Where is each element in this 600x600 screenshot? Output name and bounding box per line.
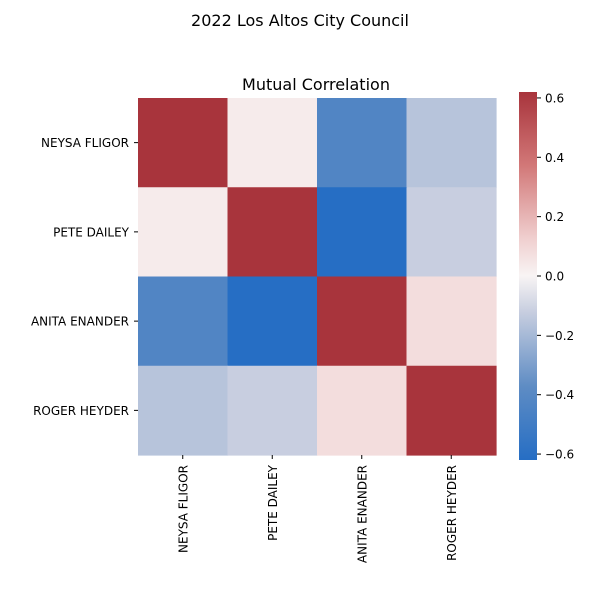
heatmap-cell bbox=[406, 276, 497, 367]
column-label: PETE DAILEY bbox=[266, 464, 280, 541]
heatmap-cell bbox=[138, 276, 229, 367]
colorbar-tick-label: −0.4 bbox=[545, 388, 574, 402]
heatmap-cell bbox=[317, 365, 408, 456]
colorbar-tick-label: 0.0 bbox=[545, 270, 564, 284]
row-label: ANITA ENANDER bbox=[31, 315, 129, 329]
heatmap-cell bbox=[138, 98, 229, 188]
column-label: ANITA ENANDER bbox=[355, 465, 369, 563]
figure-title: 2022 Los Altos City Council bbox=[191, 11, 409, 30]
colorbar-tick-label: −0.2 bbox=[545, 329, 574, 343]
row-label: PETE DAILEY bbox=[53, 225, 130, 239]
colorbar-tick-label: 0.6 bbox=[545, 91, 564, 105]
colorbar-ticks: 0.6 0.4 0.2 0.0 −0.2 −0.4 −0.6 bbox=[537, 91, 574, 462]
heatmap-cell bbox=[138, 365, 229, 456]
heatmap-cell bbox=[406, 187, 497, 278]
heatmap-cell bbox=[317, 187, 408, 278]
heatmap-cell bbox=[227, 98, 318, 188]
heatmap-cells bbox=[138, 98, 497, 456]
chart-title: Mutual Correlation bbox=[242, 75, 390, 94]
heatmap-cell bbox=[317, 98, 408, 188]
row-labels: NEYSA FLIGOR PETE DAILEY ANITA ENANDER ROGE… bbox=[31, 136, 138, 418]
row-label: ROGER HEYDER bbox=[33, 404, 129, 418]
heatmap-cell bbox=[406, 98, 497, 188]
heatmap-cell bbox=[406, 365, 497, 456]
colorbar-tick-label: 0.4 bbox=[545, 151, 564, 165]
heatmap-cell bbox=[227, 365, 318, 456]
heatmap-cell bbox=[227, 276, 318, 367]
colorbar-tick-label: −0.6 bbox=[545, 448, 574, 462]
heatmap-cell bbox=[138, 187, 229, 278]
colorbar-tick-label: 0.2 bbox=[545, 210, 564, 224]
column-label: NEYSA FLIGOR bbox=[176, 465, 190, 553]
colorbar bbox=[519, 92, 537, 460]
column-label: ROGER HEYDER bbox=[445, 465, 459, 561]
column-labels: NEYSA FLIGOR PETE DAILEY ANITA ENANDER ROGE… bbox=[176, 455, 459, 563]
heatmap-cell bbox=[227, 187, 318, 278]
row-label: NEYSA FLIGOR bbox=[41, 136, 129, 150]
heatmap-cell bbox=[317, 276, 408, 367]
